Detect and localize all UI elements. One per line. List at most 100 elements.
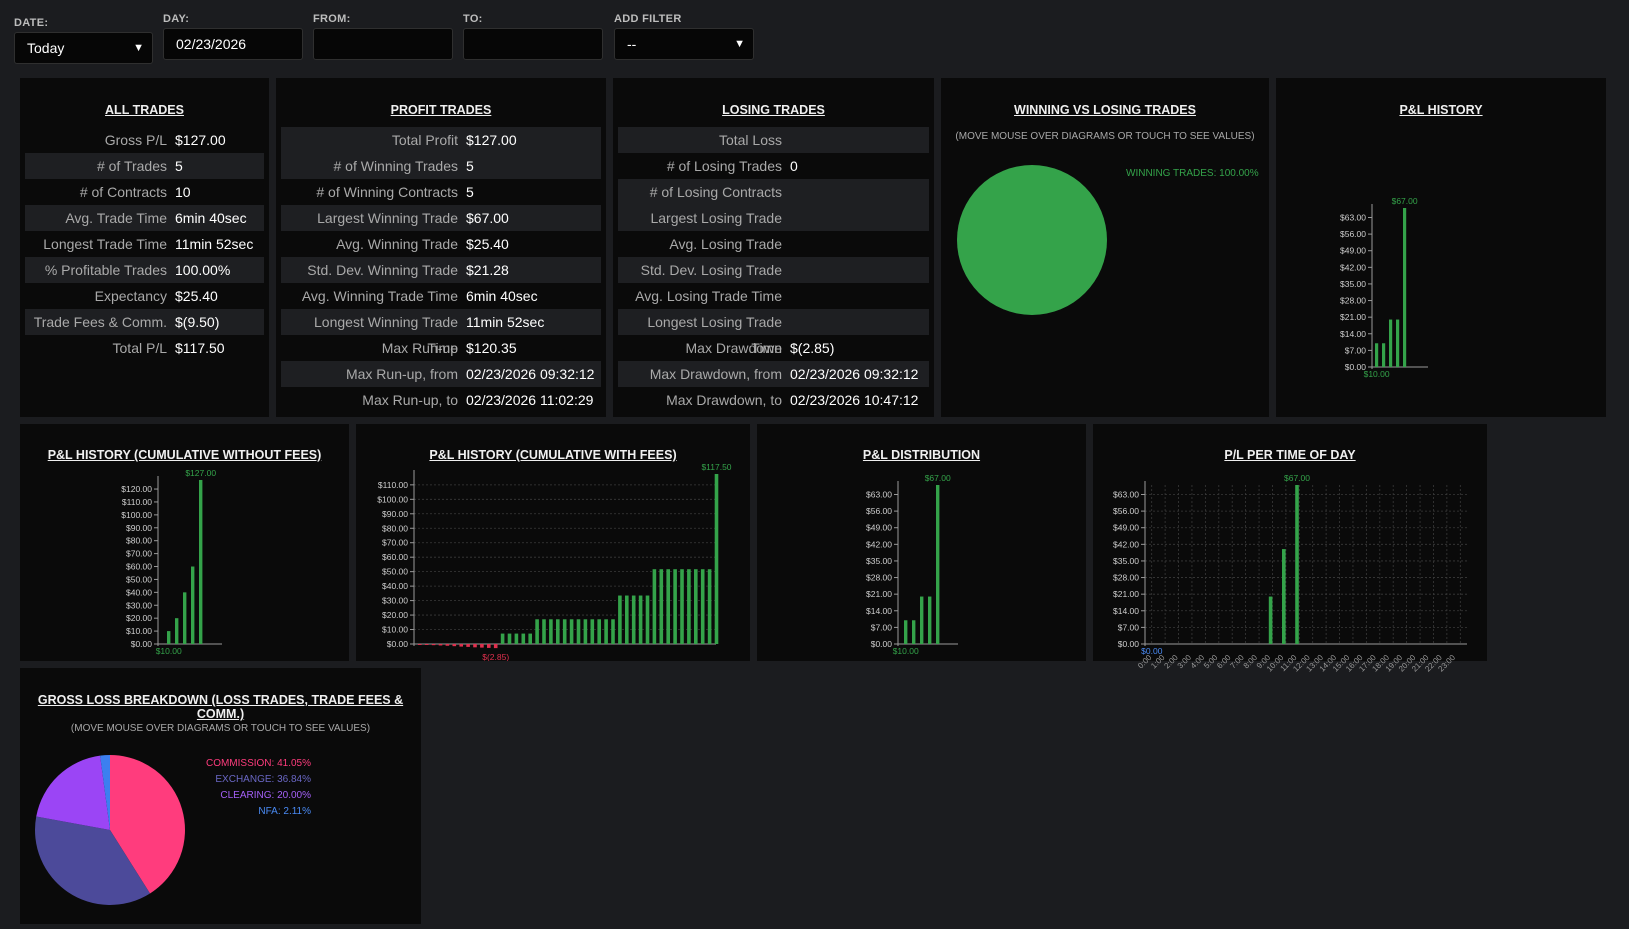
day-input[interactable]: 02/23/2026	[163, 28, 303, 60]
chevron-down-icon: ▼	[133, 42, 144, 54]
y-tick-label: $63.00	[1340, 212, 1366, 222]
distribution-panel: P&L DISTRIBUTION $0.00 $7.00 $14.00 $21.00 $…	[757, 424, 1086, 661]
pie-slice-winning[interactable]	[957, 165, 1107, 315]
y-tick-label: $110.00	[378, 480, 408, 490]
y-tick-label: $50.00	[126, 574, 152, 584]
gross-loss-panel: GROSS LOSS BREAKDOWN (LOSS TRADES, TRADE…	[20, 668, 421, 924]
all-trades-panel: ALL TRADES Gross P/L $127.00 # of Trades 5…	[20, 78, 269, 417]
y-tick-label: $90.00	[382, 509, 408, 519]
bar	[1403, 208, 1407, 367]
bar	[645, 595, 650, 644]
bar	[191, 566, 195, 644]
y-tick-label: $40.00	[382, 581, 408, 591]
legend-exchange: EXCHANGE: 36.84%	[215, 774, 311, 785]
stat-value	[790, 309, 929, 335]
y-tick-label: $42.00	[866, 539, 892, 549]
stat-label: Largest Winning Trade	[317, 210, 458, 226]
stat-label: Avg. Winning Trade	[336, 236, 458, 252]
y-tick-label: $28.00	[1113, 573, 1139, 583]
gross-loss-pie[interactable]	[34, 754, 186, 906]
date-select-value: Today	[27, 40, 65, 56]
y-tick-label: $21.00	[866, 589, 892, 599]
day-input-value: 02/23/2026	[176, 36, 247, 52]
bar	[542, 619, 546, 644]
winning-vs-losing-title: WINNING VS LOSING TRADES	[1014, 103, 1196, 117]
bar	[480, 644, 484, 648]
winning-vs-losing-subtitle: (MOVE MOUSE OVER DIAGRAMS OR TOUCH TO SE…	[955, 131, 1255, 142]
stat-value	[790, 205, 929, 231]
stat-value: 5	[466, 158, 474, 174]
add-filter-select[interactable]: -- ▼	[614, 28, 754, 60]
bar	[694, 569, 698, 644]
bar	[666, 569, 670, 644]
stat-value: $67.00	[466, 210, 509, 226]
y-tick-label: $30.00	[382, 596, 408, 606]
cum-without-title: P&L HISTORY (CUMULATIVE WITHOUT FEES)	[47, 448, 322, 462]
stat-value	[790, 231, 929, 257]
bar	[175, 618, 179, 644]
date-filter: DATE: Today ▼	[14, 14, 153, 64]
stat-value: $127.00	[466, 132, 517, 148]
stat-label: Total P/L	[112, 340, 167, 356]
pie-slice-clearing[interactable]	[36, 755, 110, 830]
cum-with-panel: P&L HISTORY (CUMULATIVE WITH FEES) $0.00…	[356, 424, 750, 661]
stat-label: Avg. Losing Trade	[669, 236, 782, 252]
bar	[1268, 596, 1273, 644]
y-tick-label: $0.00	[1345, 362, 1367, 372]
stat-value: $21.28	[466, 262, 509, 278]
stat-label: Max Run-up, from	[345, 366, 458, 382]
cum-with-chart[interactable]: $0.00 $10.00 $20.00 $30.00 $40.00 $50.00 $60.0…	[356, 464, 750, 661]
y-tick-label: $56.00	[1340, 229, 1366, 239]
from-filter: FROM:	[313, 10, 453, 60]
stat-row: # of Losing Contracts	[618, 179, 929, 205]
y-tick-label: $42.00	[1340, 262, 1366, 272]
distribution-chart[interactable]: $0.00 $7.00 $14.00 $21.00 $28.00 $35.00 $42.00…	[757, 464, 1086, 661]
bar	[652, 569, 657, 644]
y-tick-label: $60.00	[382, 552, 408, 562]
stat-value: $117.50	[175, 340, 225, 356]
bar	[445, 644, 450, 646]
bar	[1382, 343, 1386, 367]
bar	[507, 633, 512, 644]
bar	[466, 644, 470, 647]
stat-row: Avg. Losing Trade	[618, 231, 929, 257]
stat-row: Largest Winning Trade $67.00	[281, 205, 601, 231]
pie-slice-commission[interactable]	[110, 755, 185, 894]
stat-value	[790, 257, 929, 283]
stat-row: % Profitable Trades 100.00%	[25, 257, 264, 283]
winning-vs-losing-pie[interactable]	[955, 163, 1109, 317]
stat-row: Std. Dev. Losing Trade	[618, 257, 929, 283]
date-select[interactable]: Today ▼	[14, 32, 153, 64]
stat-label: Max Drawdown	[685, 340, 782, 356]
y-tick-label: $10.00	[382, 625, 408, 635]
stat-label: Longest Trade Time	[43, 236, 167, 252]
y-tick-label: $20.00	[126, 613, 152, 623]
bar	[199, 480, 203, 644]
y-tick-label: $50.00	[382, 567, 408, 577]
bar	[680, 569, 684, 644]
cum-without-chart[interactable]: $0.00$10.00$20.00$30.00$40.00$50.00$60.0…	[20, 464, 349, 661]
stat-row: # of Losing Trades 0	[618, 153, 929, 179]
y-tick-label: $63.00	[1113, 489, 1139, 499]
bar	[590, 619, 595, 644]
to-filter: TO:	[463, 10, 603, 60]
pie-slice-nfa[interactable]	[100, 755, 110, 830]
to-input[interactable]	[463, 28, 603, 60]
losing-trades-table: Total Loss # of Losing Trades 0 # of Losi…	[618, 127, 929, 413]
time-of-day-chart[interactable]: $0.00 $7.00 $14.00 $21.00 $28.00 $35.00 $42.00…	[1093, 464, 1493, 684]
pie-slice-exchange[interactable]	[34, 816, 150, 905]
max-value-label: $117.50	[701, 464, 731, 472]
stat-value: $(9.50)	[175, 314, 220, 330]
stat-label: # of Trades	[96, 158, 167, 174]
stat-row: Expectancy $25.40	[25, 283, 264, 309]
filter-bar: DATE: Today ▼ DAY: 02/23/2026 FROM: TO: …	[0, 0, 1629, 70]
bar	[631, 595, 636, 644]
pl-history-chart[interactable]: $0.00 $7.00 $14.00 $21.00 $28.00 $35.00 $42.00…	[1276, 118, 1606, 388]
stat-value: 100.00%	[175, 262, 231, 278]
stat-row: Max Run-up, to 02/23/2026 11:02:29	[281, 387, 601, 413]
y-tick-label: $40.00	[126, 587, 152, 597]
bar	[638, 595, 643, 644]
stat-value: 5	[466, 184, 474, 200]
from-input[interactable]	[313, 28, 453, 60]
stat-value	[790, 283, 929, 309]
